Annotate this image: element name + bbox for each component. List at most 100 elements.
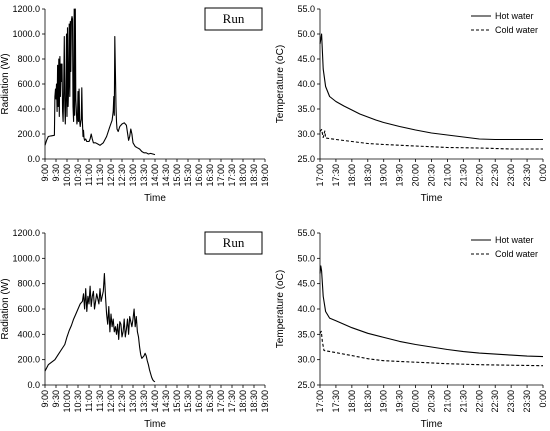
x-tick-label: 21:00 [442, 390, 452, 413]
y-tick-label: 25.0 [297, 154, 315, 164]
x-tick-label: 22:00 [474, 390, 484, 413]
x-tick-label: 18:00 [347, 390, 357, 413]
y-tick-label: 55.0 [297, 228, 315, 238]
x-tick-label: 20:00 [411, 390, 421, 413]
legend-label: Hot water [495, 11, 534, 21]
x-tick-label: 22:00 [474, 164, 484, 187]
y-tick-label: 1000.0 [12, 253, 40, 263]
x-tick-label: 13:30 [139, 390, 149, 413]
x-tick-label: 9:00 [40, 164, 50, 182]
x-axis-title: Time [421, 193, 443, 204]
x-tick-label: 11:30 [95, 164, 105, 186]
x-tick-label: 18:30 [363, 164, 373, 187]
series-line-cold-water [319, 330, 544, 367]
x-tick-label: 14:00 [150, 390, 160, 413]
y-tick-label: 55.0 [297, 4, 315, 14]
x-tick-label: 12:30 [117, 164, 127, 187]
y-tick-label: 45.0 [297, 279, 315, 289]
y-tick-label: 35.0 [297, 329, 315, 339]
x-tick-label: 19:30 [395, 164, 405, 187]
x-tick-label: 19:30 [395, 390, 405, 413]
x-tick-label: 17:00 [216, 164, 226, 187]
x-tick-label: 14:30 [161, 164, 171, 187]
chart-1: 0.0 200.0 400.0 600.0 800.0 1000.0 1200.0 9:00 9… [0, 4, 270, 204]
y-tick-label: 200.0 [17, 355, 40, 365]
x-tick-label: 10:00 [62, 390, 72, 413]
x-tick-label: 21:00 [442, 164, 452, 187]
run-annotation-box [204, 7, 263, 31]
x-tick-label: 20:30 [427, 164, 437, 187]
x-tick-label: 18:30 [249, 390, 259, 413]
x-tick-label: 21:30 [458, 390, 468, 413]
x-tick-label: 16:00 [194, 164, 204, 187]
chart-3: 0.0 200.0 400.0 600.0 800.0 1000.0 1200.0 9:00 9… [0, 228, 270, 430]
x-tick-label: 19:00 [260, 164, 270, 187]
x-tick-label: 11:00 [84, 390, 94, 412]
series-line-hot-water [319, 33, 543, 141]
y-tick-label: 50.0 [297, 253, 315, 263]
x-tick-label: 17:30 [227, 390, 237, 413]
series-line-hot-water [319, 265, 544, 358]
run-annotation-box [204, 231, 263, 255]
x-tick-label: 11:30 [95, 390, 105, 412]
x-tick-label: 17:30 [227, 164, 237, 187]
x-tick-label: 0:00 [538, 390, 548, 408]
x-tick-label: 16:30 [205, 390, 215, 413]
y-tick-label: 30.0 [297, 355, 315, 365]
y-tick-label: 400.0 [17, 104, 40, 114]
x-axis-title: Time [144, 419, 166, 430]
x-tick-label: 17:00 [315, 164, 325, 187]
x-tick-label: 9:30 [51, 390, 61, 408]
x-tick-label: 22:30 [490, 390, 500, 413]
x-tick-label: 15:30 [183, 390, 193, 413]
chart-4: 25.0 30.0 35.0 40.0 45.0 50.0 55.0 17:00 17:30 18… [275, 228, 548, 430]
x-tick-label: 17:30 [331, 164, 341, 187]
x-tick-label: 18:30 [249, 164, 259, 187]
legend-label: Hot water [495, 235, 534, 245]
legend-label: Cold water [495, 249, 538, 259]
x-tick-label: 17:00 [216, 390, 226, 413]
y-tick-label: 25.0 [297, 380, 315, 390]
series-line-1 [44, 272, 156, 383]
y-tick-label: 1000.0 [12, 29, 40, 39]
x-tick-label: 18:00 [238, 390, 248, 413]
y-axis-title: Radiation (W) [0, 53, 11, 114]
y-tick-label: 1200.0 [12, 4, 40, 14]
y-tick-label: 40.0 [297, 304, 315, 314]
y-axis-title: Radiation (W) [0, 278, 11, 339]
series-line-1 [44, 8, 156, 156]
y-tick-label: 40.0 [297, 79, 315, 89]
run-annotation-label: Run [223, 235, 245, 250]
x-tick-label: 22:30 [490, 164, 500, 187]
x-tick-label: 19:00 [379, 164, 389, 187]
x-tick-label: 15:00 [172, 164, 182, 187]
x-tick-label: 13:30 [139, 164, 149, 187]
x-tick-label: 21:30 [458, 164, 468, 187]
x-tick-label: 16:30 [205, 164, 215, 187]
y-tick-label: 35.0 [297, 104, 315, 114]
x-tick-label: 9:30 [51, 164, 61, 182]
series-line-cold-water [319, 128, 543, 150]
x-tick-label: 10:30 [73, 390, 83, 413]
x-tick-label: 10:00 [62, 164, 72, 187]
x-tick-label: 12:30 [117, 390, 127, 413]
y-tick-label: 1200.0 [12, 228, 40, 238]
y-tick-label: 45.0 [297, 54, 315, 64]
y-tick-label: 30.0 [297, 129, 315, 139]
y-tick-label: 600.0 [17, 79, 40, 89]
x-tick-label: 20:30 [427, 390, 437, 413]
y-axis-title: Temperature (oC) [275, 45, 286, 123]
x-tick-label: 23:00 [506, 390, 516, 413]
x-tick-label: 14:00 [150, 164, 160, 187]
x-axis-title: Time [421, 419, 443, 430]
x-tick-label: 9:00 [40, 390, 50, 408]
x-axis-title: Time [144, 193, 166, 204]
x-tick-label: 15:30 [183, 164, 193, 187]
x-tick-label: 16:00 [194, 390, 204, 413]
y-tick-label: 400.0 [17, 329, 40, 339]
y-tick-label: 800.0 [17, 279, 40, 289]
x-tick-label: 13:00 [128, 164, 138, 187]
y-tick-label: 50.0 [297, 29, 315, 39]
x-tick-label: 19:00 [379, 390, 389, 413]
y-tick-label: 600.0 [17, 304, 40, 314]
